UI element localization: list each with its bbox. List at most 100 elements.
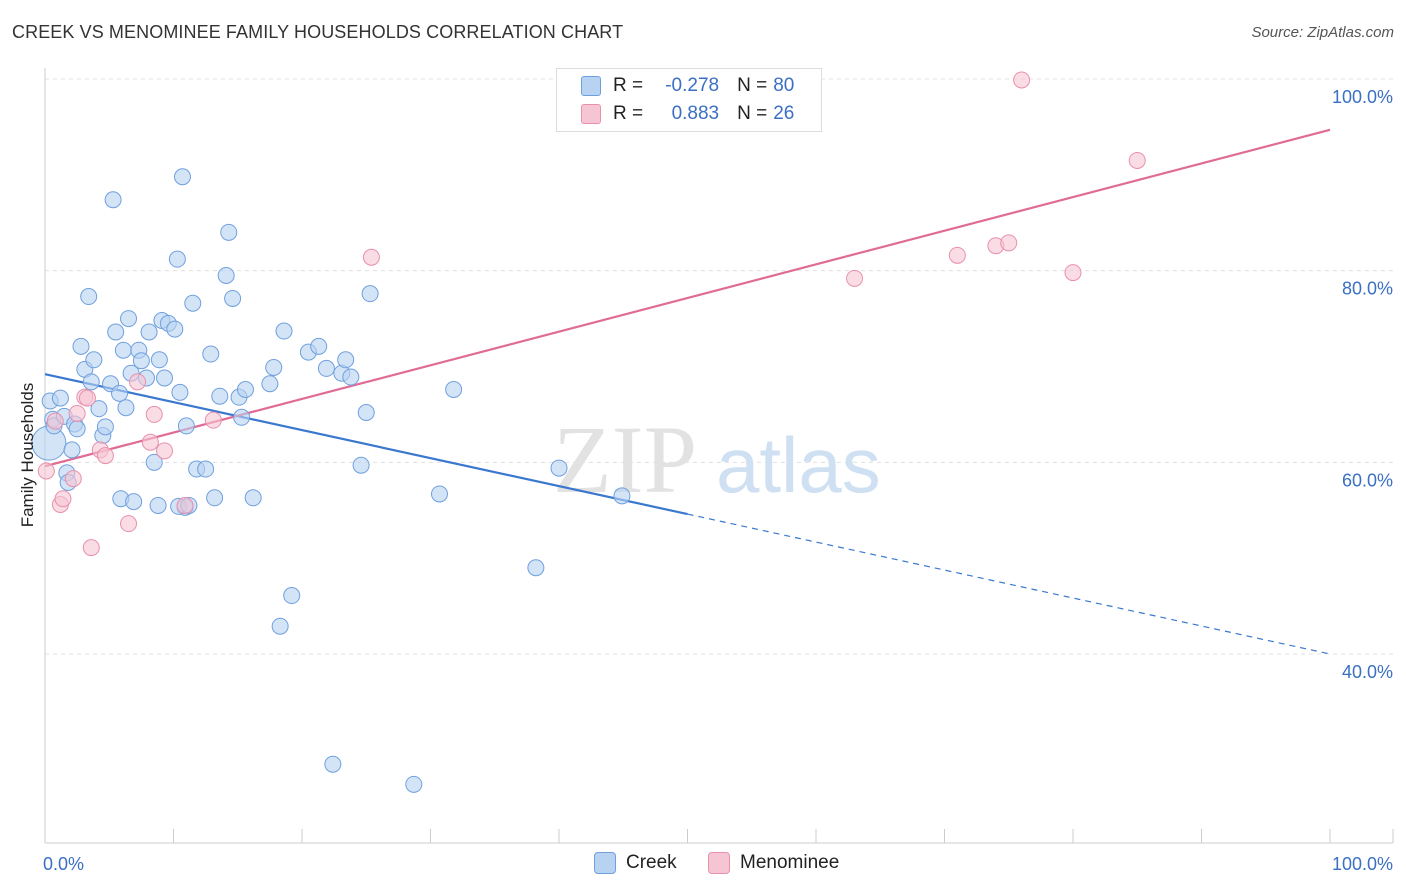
bottom-legend-menominee[interactable]: Menominee <box>708 852 839 874</box>
menominee-point <box>204 411 222 429</box>
creek-point <box>107 323 125 341</box>
r-label: R = <box>613 75 644 96</box>
menominee-point <box>120 515 138 533</box>
creek-point <box>145 453 163 471</box>
creek-point <box>85 351 103 369</box>
menominee-trend-line <box>44 128 1331 468</box>
creek-point <box>310 337 328 355</box>
creek-point <box>233 408 251 426</box>
creek-point <box>51 389 69 407</box>
creek-point <box>224 289 242 307</box>
creek-trend-line <box>44 373 688 516</box>
creek-point <box>184 294 202 312</box>
creek-point <box>149 496 167 514</box>
creek-legend-label: Creek <box>626 852 677 873</box>
r-label: R = <box>613 103 644 124</box>
n-value-creek: 80 <box>773 75 795 96</box>
menominee-point <box>145 405 163 423</box>
creek-point <box>261 375 279 393</box>
creek-point <box>140 323 158 341</box>
y-tick-label: 100.0% <box>1332 87 1393 107</box>
menominee-point <box>948 246 966 264</box>
x-tick-label: 100.0% <box>1332 854 1393 874</box>
menominee-point <box>68 404 86 422</box>
creek-point <box>117 399 135 417</box>
stats-legend: R = -0.278 N = 80 R = 0.883 N = 26 <box>556 68 822 132</box>
creek-point <box>120 310 138 328</box>
creek-point <box>361 285 379 303</box>
creek-point <box>173 168 191 186</box>
creek-point <box>72 337 90 355</box>
creek-point <box>275 322 293 340</box>
creek-point <box>211 387 229 405</box>
menominee-point <box>1128 151 1146 169</box>
creek-point <box>342 368 360 386</box>
r-value-menominee: 0.883 <box>671 103 720 124</box>
r-value-creek: -0.278 <box>665 75 720 96</box>
creek-point <box>82 373 100 391</box>
menominee-point <box>1000 234 1018 252</box>
creek-legend-swatch <box>594 852 616 874</box>
menominee-point <box>1064 264 1082 282</box>
creek-point <box>80 288 98 306</box>
legend-row-menominee: R = 0.883 N = 26 <box>581 101 794 127</box>
y-tick-label: 40.0% <box>1342 662 1393 682</box>
menominee-point <box>141 433 159 451</box>
creek-point <box>90 400 108 418</box>
creek-point <box>405 775 423 793</box>
menominee-point <box>156 442 174 460</box>
menominee-point <box>82 539 100 557</box>
creek-point <box>265 358 283 376</box>
creek-point <box>352 456 370 474</box>
y-tick-label: 80.0% <box>1342 279 1393 299</box>
creek-point <box>206 489 224 507</box>
creek-point <box>114 341 132 359</box>
y-axis-label: Family Households <box>18 382 37 528</box>
creek-point <box>220 223 238 241</box>
menominee-point <box>362 248 380 266</box>
source-label: Source: ZipAtlas.com <box>1251 24 1394 41</box>
creek-point <box>324 755 342 773</box>
creek-point <box>271 617 289 635</box>
bottom-legend-creek[interactable]: Creek <box>594 852 677 874</box>
creek-point <box>430 485 448 503</box>
menominee-point <box>1013 71 1031 89</box>
menominee-point <box>37 462 55 480</box>
creek-point <box>68 420 86 438</box>
creek-point <box>202 345 220 363</box>
creek-point <box>177 417 195 435</box>
creek-point <box>283 587 301 605</box>
creek-point <box>166 320 184 338</box>
menominee-point <box>129 373 147 391</box>
creek-point <box>150 351 168 369</box>
menominee-point <box>96 447 114 465</box>
menominee-point <box>46 412 64 430</box>
y-tick-label: 60.0% <box>1342 470 1393 490</box>
creek-point <box>171 383 189 401</box>
creek-point <box>96 418 114 436</box>
n-label: N = <box>737 103 768 124</box>
menominee-point <box>78 389 96 407</box>
n-value-menominee: 26 <box>773 103 795 124</box>
creek-point <box>317 359 335 377</box>
creek-point <box>111 384 129 402</box>
menominee-point <box>64 470 82 488</box>
creek-point <box>217 266 235 284</box>
creek-swatch <box>581 76 601 96</box>
menominee-legend-label: Menominee <box>740 852 840 873</box>
creek-point <box>156 369 174 387</box>
creek-point <box>236 381 254 398</box>
creek-point <box>63 441 81 459</box>
x-tick-label: 0.0% <box>43 854 84 874</box>
legend-row-creek: R = -0.278 N = 80 <box>581 73 794 99</box>
creek-point <box>527 559 545 577</box>
menominee-point <box>846 269 864 287</box>
menominee-swatch <box>581 104 601 124</box>
menominee-legend-swatch <box>708 852 730 874</box>
creek-point <box>613 487 631 505</box>
creek-point <box>197 460 215 478</box>
creek-point <box>550 459 568 477</box>
creek-point <box>125 493 143 511</box>
creek-point <box>104 191 122 209</box>
